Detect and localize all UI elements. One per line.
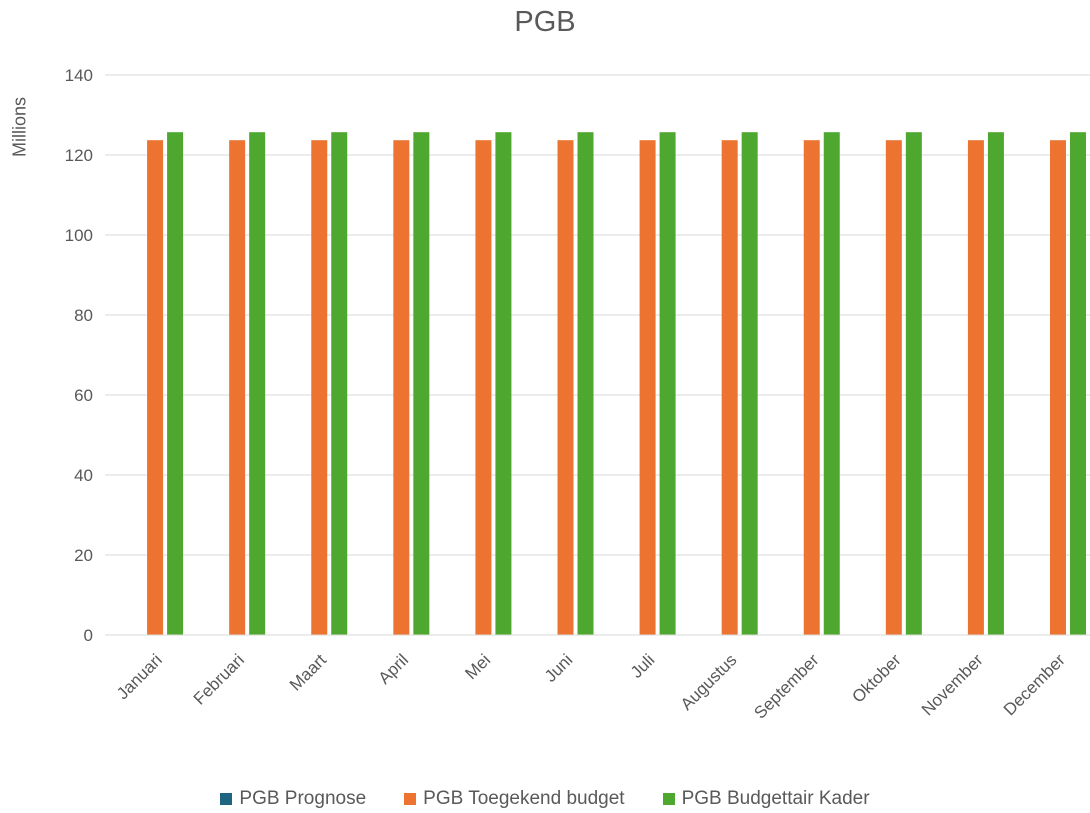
bar-pgb-toegekend-budget <box>1050 140 1066 635</box>
bar-pgb-toegekend-budget <box>721 140 738 635</box>
bar-pgb-toegekend-budget <box>475 140 492 635</box>
bar-pgb-budgettair-kader <box>905 132 922 635</box>
x-tick-label: Oktober <box>848 650 904 706</box>
bar-pgb-toegekend-budget <box>229 140 246 635</box>
bar-pgb-budgettair-kader <box>741 132 758 635</box>
x-tick-label: Februari <box>190 650 248 708</box>
y-tick-label: 0 <box>84 626 93 645</box>
bar-pgb-budgettair-kader <box>823 132 840 635</box>
x-tick-label: Januari <box>113 650 166 703</box>
bar-pgb-toegekend-budget <box>967 140 984 635</box>
y-tick-label: 60 <box>74 386 93 405</box>
bar-pgb-toegekend-budget <box>557 140 574 635</box>
x-tick-label: Maart <box>286 650 330 694</box>
y-tick-label: 20 <box>74 546 93 565</box>
legend-swatch-kader <box>662 793 675 805</box>
y-tick-label: 40 <box>74 466 93 485</box>
chart-plot: 0 20 40 60 80 100 120 140 Januari Februari Maart Ap… <box>65 66 1090 723</box>
legend-label-prognose: PGB Prognose <box>239 788 367 809</box>
x-tick-label: Juni <box>541 650 576 685</box>
bar-pgb-toegekend-budget <box>311 140 328 635</box>
bar-pgb-budgettair-kader <box>987 132 1004 635</box>
bar-pgb-budgettair-kader <box>577 132 594 635</box>
y-tick-label: 80 <box>74 306 93 325</box>
bar-pgb-budgettair-kader <box>1070 132 1086 635</box>
legend-label-kader: PGB Budgettair Kader <box>681 788 870 809</box>
legend-label-toegekend: PGB Toegekend budget <box>423 788 625 809</box>
y-tick-label: 100 <box>65 226 93 245</box>
x-tick-label: September <box>750 650 822 722</box>
x-tick-label: April <box>375 650 412 687</box>
bar-pgb-toegekend-budget <box>147 140 164 635</box>
x-tick-label: November <box>918 650 987 719</box>
legend-swatch-prognose <box>220 793 233 805</box>
legend-swatch-toegekend <box>404 793 417 805</box>
bar-pgb-toegekend-budget <box>803 140 820 635</box>
y-tick-label: 140 <box>65 66 93 85</box>
x-tick-label: Juli <box>627 650 658 681</box>
legend-item-prognose: PGB Prognose <box>220 788 366 810</box>
bar-pgb-toegekend-budget <box>885 140 902 635</box>
bar-pgb-budgettair-kader <box>495 132 512 635</box>
bar-pgb-toegekend-budget <box>639 140 656 635</box>
x-tick-label: Augustus <box>677 650 741 714</box>
legend-item-kader: PGB Budgettair Kader <box>662 788 870 810</box>
bar-pgb-budgettair-kader <box>413 132 430 635</box>
legend: PGB Prognose PGB Toegekend budget PGB Bu… <box>0 788 1090 810</box>
x-tick-label: December <box>1000 650 1069 719</box>
legend-item-toegekend: PGB Toegekend budget <box>404 788 625 810</box>
chart-title: PGB <box>514 6 576 38</box>
y-tick-label: 120 <box>65 146 93 165</box>
bar-pgb-budgettair-kader <box>331 132 348 635</box>
bar-pgb-budgettair-kader <box>249 132 266 635</box>
bar-pgb-budgettair-kader <box>167 132 184 635</box>
bar-pgb-toegekend-budget <box>393 140 410 635</box>
x-tick-label: Mei <box>461 650 494 683</box>
bar-pgb-budgettair-kader <box>659 132 676 635</box>
